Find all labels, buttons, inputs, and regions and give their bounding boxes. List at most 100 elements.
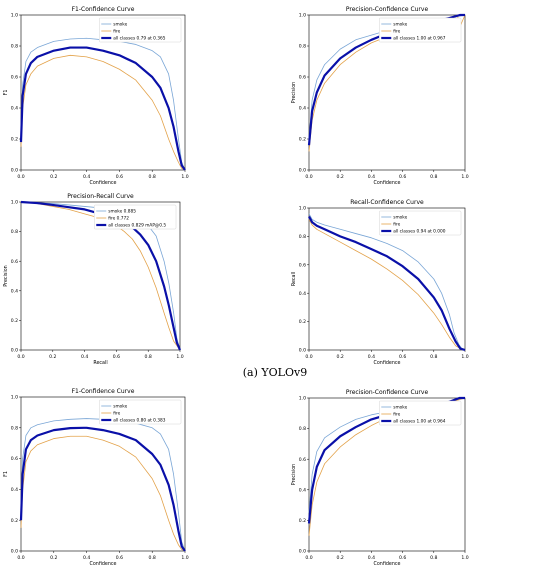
y-axis-label: F1 <box>3 471 9 477</box>
y-tick-label: 0.8 <box>299 426 306 432</box>
legend-label-1: smoke <box>393 405 407 411</box>
series-line-2 <box>20 435 186 552</box>
chart-title: F1-Confidence Curve <box>72 6 135 13</box>
x-tick-label: 0.8 <box>430 555 437 561</box>
y-tick-label: 0.6 <box>299 75 306 81</box>
series-line-1 <box>20 37 186 171</box>
y-tick-label: 0.0 <box>11 168 18 174</box>
x-tick-label: 0.6 <box>116 174 123 180</box>
x-tick-label: 1.0 <box>181 555 188 561</box>
y-tick-label: 0.2 <box>299 319 306 325</box>
series-line-3 <box>19 46 186 171</box>
x-axis-label: Confidence <box>374 180 401 186</box>
y-tick-label: 0.6 <box>299 457 306 463</box>
y-tick-label: 0.0 <box>11 549 18 555</box>
x-tick-label: 0.6 <box>113 354 120 360</box>
x-tick-label: 0.8 <box>430 354 437 360</box>
plot-frame <box>20 201 181 351</box>
x-tick-label: 0.0 <box>17 174 24 180</box>
legend-label-2: fire <box>113 411 120 417</box>
legend-label-3: all classes 1.00 at 0.964 <box>393 419 445 425</box>
legend-label-1: smoke 0.885 <box>108 209 136 215</box>
y-tick-label: 0.0 <box>299 168 306 174</box>
chart-1: 0.0 0.2 0.4 0.6 0.8 1.0 0.0 0.2 0.4 0.6 0.8 1.0 F1-C… <box>3 6 189 186</box>
series-line-3 <box>20 200 182 351</box>
x-axis-label: Recall <box>93 360 107 366</box>
legend-label-1: smoke <box>393 215 407 221</box>
y-tick-label: 0.8 <box>11 425 18 431</box>
y-axis-label: F1 <box>3 90 9 96</box>
y-axis-label: Precision <box>3 265 9 286</box>
series-line-3 <box>19 426 186 552</box>
legend-label-2: fire <box>393 412 400 418</box>
y-tick-label: 0.4 <box>299 106 306 112</box>
legend-box <box>379 210 462 236</box>
chart-title: Recall-Confidence Curve <box>350 199 424 206</box>
y-tick-label: 0.2 <box>11 318 18 324</box>
chart-4: 0.0 0.2 0.4 0.6 0.8 1.0 0.0 0.2 0.4 0.6 0.8 1.0 Reca… <box>291 199 469 366</box>
x-tick-label: 0.2 <box>50 555 57 561</box>
x-tick-label: 0.8 <box>149 555 156 561</box>
y-tick-label: 1.0 <box>11 13 18 19</box>
chart-2: 0.0 0.2 0.4 0.6 0.8 1.0 0.0 0.2 0.4 0.6 0.8 1.0 Prec… <box>291 6 469 186</box>
y-tick-label: 0.4 <box>11 487 18 493</box>
legend-box <box>94 204 177 230</box>
y-tick-label: 0.0 <box>299 348 306 354</box>
legend-label-1: smoke <box>393 22 407 28</box>
legend-box <box>99 17 182 43</box>
y-tick-label: 0.6 <box>299 262 306 268</box>
x-tick-label: 1.0 <box>461 555 468 561</box>
y-axis-label: Recall <box>291 272 297 286</box>
x-tick-label: 1.0 <box>181 174 188 180</box>
y-tick-label: 0.4 <box>11 288 18 294</box>
plot-frame <box>308 207 466 351</box>
y-tick-label: 0.6 <box>11 259 18 265</box>
legend-label-2: fire <box>393 222 400 228</box>
y-tick-label: 0.6 <box>11 75 18 81</box>
x-tick-label: 0.2 <box>50 174 57 180</box>
y-tick-label: 0.2 <box>299 518 306 524</box>
legend-label-1: smoke <box>113 22 127 28</box>
series-line-1 <box>20 418 186 552</box>
x-tick-label: 0.4 <box>83 555 90 561</box>
y-tick-label: 0.6 <box>11 456 18 462</box>
y-tick-label: 0.2 <box>299 137 306 143</box>
chart-title: Precision-Confidence Curve <box>346 6 429 13</box>
y-tick-label: 0.4 <box>11 106 18 112</box>
x-axis-label: Confidence <box>374 561 401 567</box>
series-line-2 <box>308 219 466 351</box>
chart-title: Precision-Recall Curve <box>67 193 134 200</box>
legend-label-3: all classes 0.79 at 0.365 <box>113 36 165 42</box>
plot-frame <box>20 396 186 552</box>
x-tick-label: 0.8 <box>149 174 156 180</box>
y-tick-label: 0.8 <box>299 44 306 50</box>
series-line-2 <box>20 54 186 171</box>
legend-label-2: fire <box>393 29 400 35</box>
y-axis-label: Precision <box>291 464 297 485</box>
x-tick-label: 0.2 <box>337 174 344 180</box>
y-tick-label: 0.4 <box>299 291 306 297</box>
x-tick-label: 0.8 <box>145 354 152 360</box>
x-tick-label: 0.2 <box>337 555 344 561</box>
y-tick-label: 1.0 <box>299 206 306 212</box>
y-tick-label: 1.0 <box>299 13 306 19</box>
x-tick-label: 0.4 <box>368 354 375 360</box>
series-line-2 <box>20 201 181 351</box>
legend-box <box>379 400 462 426</box>
x-tick-label: 0.6 <box>116 555 123 561</box>
y-tick-label: 1.0 <box>11 395 18 401</box>
chart-title: F1-Confidence Curve <box>72 388 135 395</box>
chart-6: 0.0 0.2 0.4 0.6 0.8 1.0 0.0 0.2 0.4 0.6 0.8 1.0 Prec… <box>291 389 469 567</box>
plot-frame <box>308 397 466 552</box>
chart-title: Precision-Confidence Curve <box>346 389 429 396</box>
x-axis-label: Confidence <box>90 180 117 186</box>
plot-frame <box>20 14 186 171</box>
x-tick-label: 0.4 <box>81 354 88 360</box>
y-tick-label: 0.8 <box>11 229 18 235</box>
y-tick-label: 0.2 <box>11 518 18 524</box>
x-axis-label: Confidence <box>374 360 401 366</box>
legend-label-1: smoke <box>113 404 127 410</box>
x-axis-label: Confidence <box>90 561 117 567</box>
y-tick-label: 0.2 <box>11 137 18 143</box>
